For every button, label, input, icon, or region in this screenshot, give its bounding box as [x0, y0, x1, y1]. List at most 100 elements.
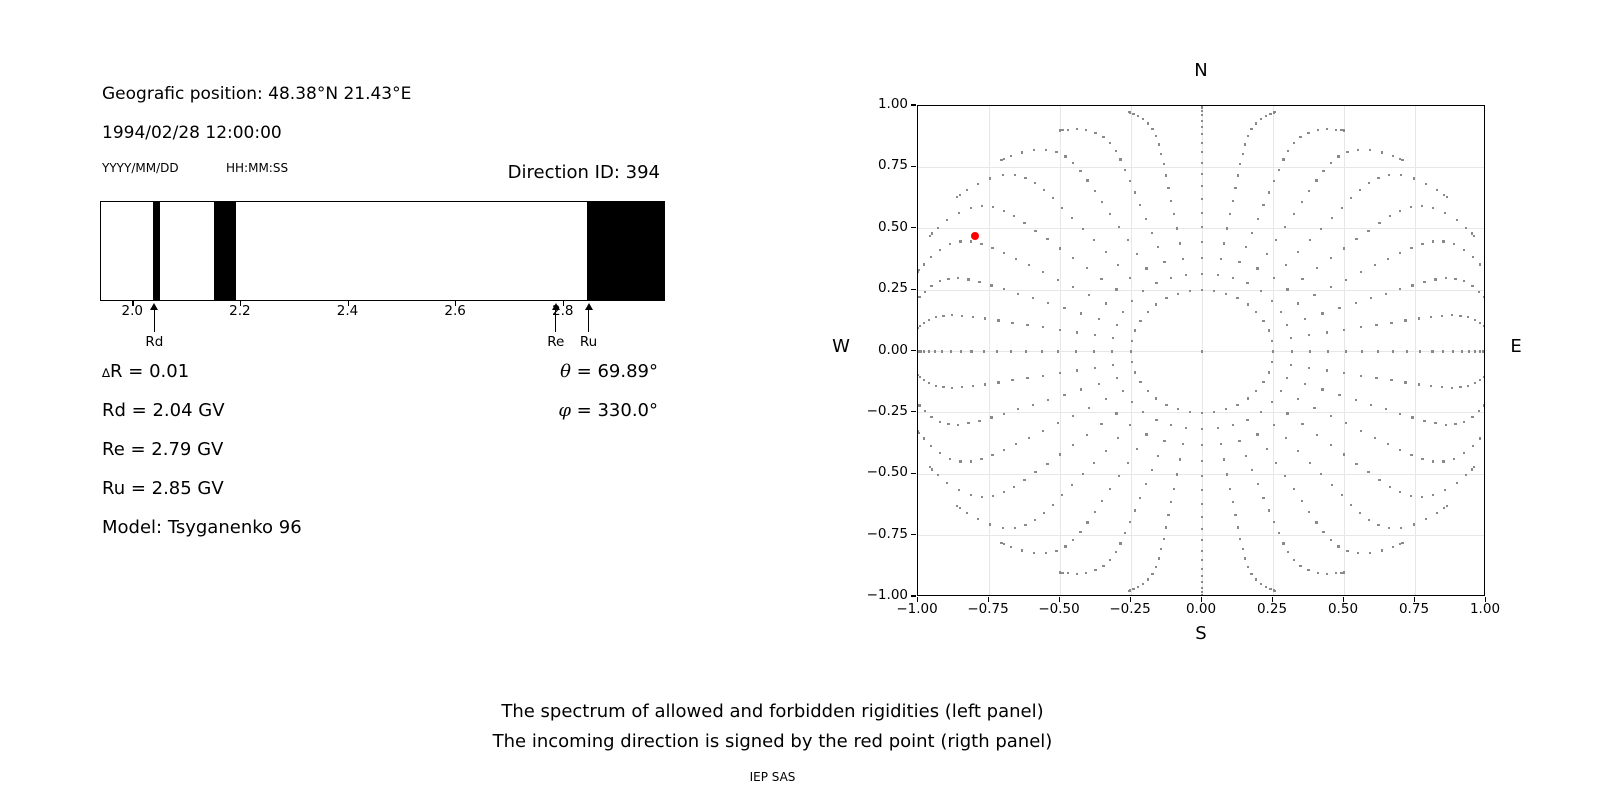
scatter-dot [1284, 474, 1287, 478]
spectrum-axis-tick [347, 301, 349, 306]
scatter-dot [1155, 397, 1158, 400]
scatter-dot [1378, 478, 1381, 481]
y-axis-tick-label: −0.50 [866, 464, 908, 481]
scatter-dot [1467, 316, 1470, 319]
scatter-dot [1137, 586, 1140, 589]
scatter-dot [1042, 429, 1045, 432]
rd-arrow-shaft [153, 308, 156, 332]
scatter-dot [1459, 386, 1462, 389]
scatter-dot [1147, 122, 1150, 125]
scatter-dot [992, 494, 995, 498]
scatter-dot [1188, 410, 1191, 414]
credit-text: IEP SAS [749, 770, 796, 784]
scatter-dot [1358, 188, 1362, 192]
scatter-dot [1200, 459, 1204, 462]
scatter-dot [1061, 494, 1064, 497]
scatter-dot [1104, 449, 1107, 452]
scatter-dot [928, 318, 931, 321]
scatter-dot [1200, 114, 1204, 117]
scatter-dot [1300, 499, 1303, 502]
scatter-dot [1239, 537, 1242, 540]
scatter-dot [1200, 444, 1204, 447]
scatter-dot [1474, 350, 1477, 353]
scatter-dot [1367, 181, 1371, 185]
scatter-dot [1061, 571, 1064, 574]
scatter-dot [1272, 276, 1275, 279]
scatter-dot [949, 350, 952, 353]
scatter-dot [1398, 288, 1401, 291]
scatter-dot [1130, 401, 1133, 404]
scatter-dot [1164, 174, 1168, 177]
scatter-dot [1234, 514, 1237, 517]
scatter-dot [1419, 350, 1422, 353]
scatter-dot [1250, 128, 1253, 131]
scatter-dot [1244, 557, 1247, 560]
scatter-dot [1146, 389, 1149, 393]
scatter-dot [1440, 386, 1443, 389]
scatter-dot [1384, 408, 1387, 411]
scatter-dot [1254, 122, 1257, 125]
scatter-dot [1390, 321, 1393, 324]
scatter-dot [1079, 530, 1082, 533]
scatter-dot [1429, 315, 1432, 319]
scatter-dot [1367, 229, 1370, 232]
scatter-dot [1255, 389, 1258, 393]
scatter-dot [1115, 412, 1118, 415]
scatter-dot [942, 314, 945, 317]
scatter-dot [1231, 423, 1235, 427]
scatter-dot [961, 386, 964, 389]
scatter-dot [1479, 321, 1482, 324]
scatter-dot [1231, 501, 1234, 504]
scatter-dot [1329, 286, 1332, 289]
scatter-dot [923, 350, 926, 353]
scatter-dot [1410, 454, 1413, 457]
scatter-dot [1321, 312, 1324, 315]
scatter-dot [1163, 439, 1166, 442]
scatter-dot [1200, 226, 1204, 229]
scatter-dot [959, 460, 962, 463]
scatter-dot [1059, 129, 1062, 132]
scatter-dot [1200, 107, 1204, 110]
scatter-dot [1398, 543, 1401, 546]
scatter-dot [1200, 119, 1204, 122]
scatter-dot [1267, 509, 1271, 512]
scatter-dot [1157, 246, 1160, 249]
scatter-dot [1329, 538, 1332, 542]
compass-label-s: S [1195, 623, 1207, 644]
scatter-dot [918, 268, 921, 272]
scatter-dot [1444, 211, 1447, 214]
scatter-dot [1420, 495, 1423, 499]
scatter-dot [1304, 382, 1307, 386]
scatter-dot [1117, 225, 1120, 229]
scatter-dot [1329, 256, 1332, 260]
scatter-dot [1417, 317, 1420, 320]
scatter-dot [1129, 350, 1133, 353]
scatter-dot [1349, 197, 1353, 200]
scatter-dot [941, 350, 944, 353]
x-axis-tick [1272, 597, 1274, 602]
scatter-dot [1072, 443, 1075, 446]
scatter-dot [1115, 377, 1118, 380]
scatter-dot [938, 248, 942, 251]
scatter-dot [923, 290, 926, 293]
scatter-dot [1342, 453, 1346, 456]
scatter-dot [1133, 191, 1137, 194]
scatter-dot [1200, 411, 1204, 414]
scatter-dot [990, 416, 993, 419]
scatter-dot [1071, 484, 1074, 487]
scatter-dot [1017, 408, 1020, 411]
scatter-dot [1002, 157, 1006, 160]
compass-label-n: N [1194, 60, 1208, 81]
scatter-dot [1213, 289, 1216, 293]
scatter-dot [1478, 410, 1481, 413]
scatter-dot [1080, 312, 1083, 315]
scatter-dot [1063, 393, 1066, 396]
scatter-dot [1216, 273, 1219, 276]
scatter-dot [1358, 511, 1362, 515]
scatter-dot [1067, 572, 1070, 575]
scatter-dot [1388, 215, 1392, 218]
x-axis-tick-label: 0.50 [1327, 601, 1359, 617]
scatter-dot [928, 466, 931, 469]
scatter-dot [1074, 350, 1077, 353]
scatter-dot [1101, 499, 1104, 502]
